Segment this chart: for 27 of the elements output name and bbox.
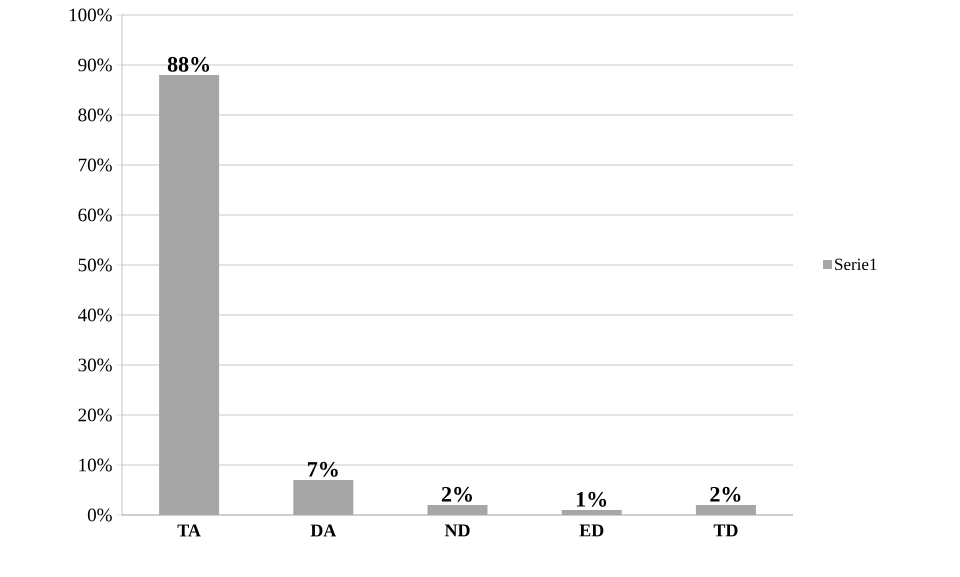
x-tick-label: TA — [178, 524, 201, 536]
bar — [293, 480, 354, 515]
y-tick-label: 80% — [78, 108, 112, 122]
y-tick-label: 40% — [78, 308, 112, 322]
data-label: 88% — [168, 56, 210, 72]
legend-label: Serie1 — [835, 258, 876, 270]
data-label: 1% — [576, 492, 606, 507]
data-label: 7% — [308, 462, 338, 477]
bar — [159, 74, 220, 515]
y-tick-label: 30% — [78, 358, 112, 372]
y-tick-label: 60% — [78, 208, 112, 222]
y-tick-label: 10% — [79, 458, 112, 472]
y-tick-label: 70% — [78, 158, 112, 172]
x-tick-label: TD — [714, 524, 738, 536]
data-label: 2% — [710, 486, 740, 502]
x-tick-label: DA — [310, 524, 336, 536]
bar — [428, 505, 488, 515]
data-label: 2% — [442, 486, 472, 502]
y-tick-label: 100% — [70, 8, 112, 22]
y-tick-label: 0% — [88, 508, 112, 522]
x-tick-label: ED — [580, 524, 604, 536]
y-tick-label: 90% — [78, 58, 112, 72]
x-tick-label: ND — [444, 524, 470, 536]
bar — [562, 510, 622, 515]
bar — [696, 505, 756, 515]
y-tick-label: 50% — [78, 258, 112, 272]
y-tick-label: 20% — [78, 408, 112, 422]
